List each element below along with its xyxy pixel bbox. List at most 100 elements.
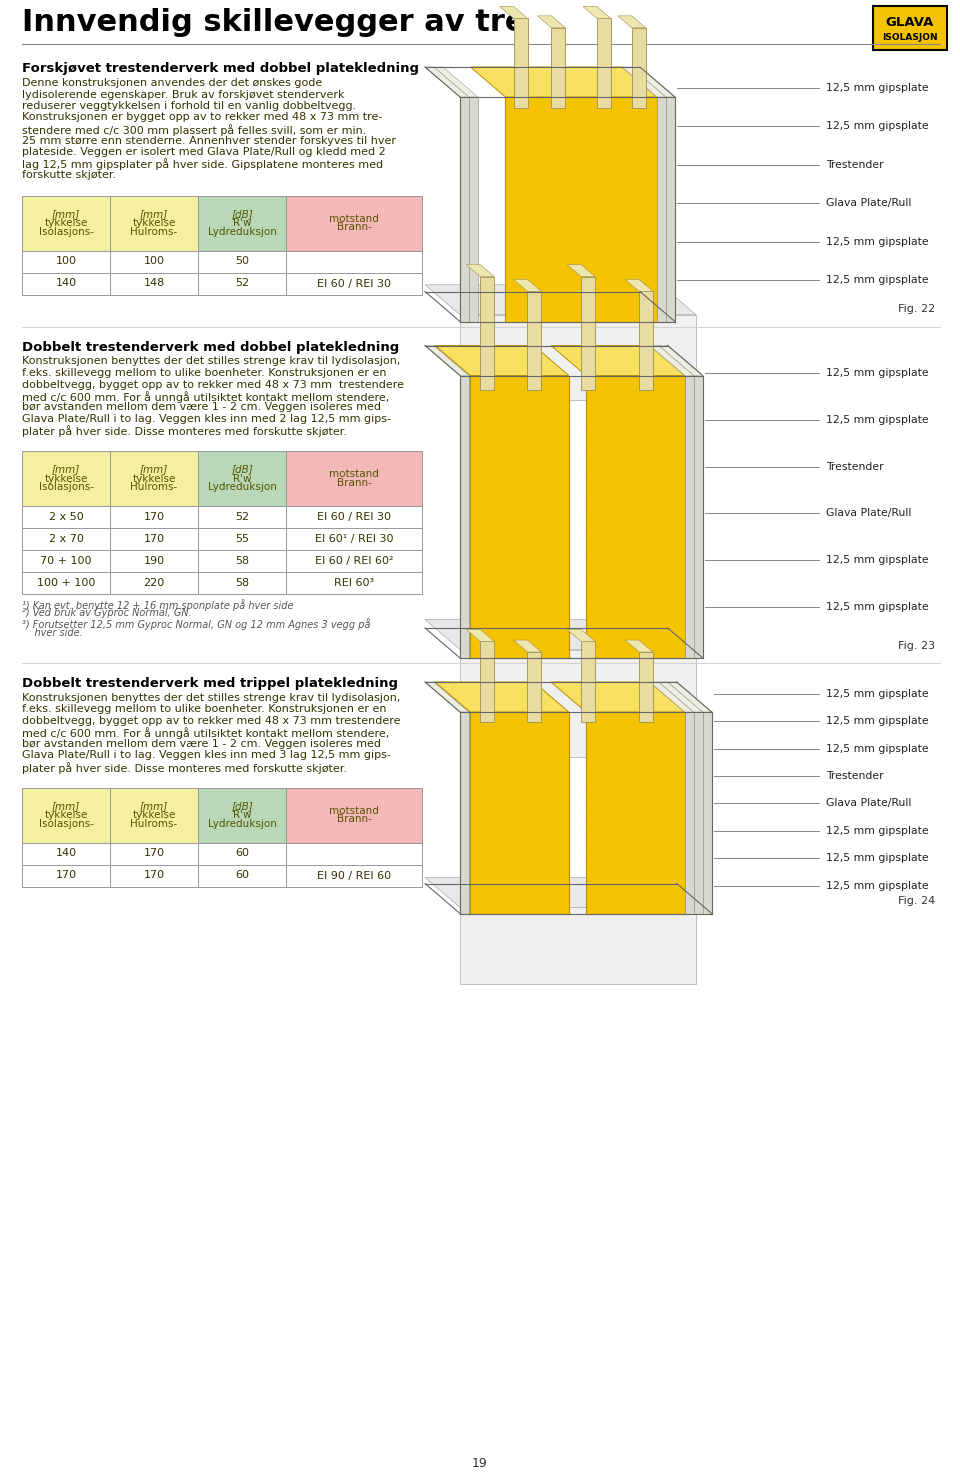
Text: Fig. 24: Fig. 24 — [898, 896, 935, 907]
Bar — [110, 865, 198, 886]
Bar — [460, 96, 469, 322]
Text: Brann-: Brann- — [337, 815, 372, 825]
Text: 12,5 mm gipsplate: 12,5 mm gipsplate — [826, 689, 928, 699]
Text: 60: 60 — [235, 871, 249, 880]
Bar — [694, 375, 703, 657]
Polygon shape — [650, 683, 694, 712]
Bar — [460, 650, 696, 757]
Polygon shape — [583, 6, 611, 18]
Polygon shape — [425, 285, 696, 315]
Polygon shape — [551, 346, 684, 375]
Text: bør avstanden mellom dem være 1 - 2 cm. Veggen isoleres med: bør avstanden mellom dem være 1 - 2 cm. … — [22, 739, 381, 749]
Bar — [22, 788, 110, 843]
Bar — [22, 528, 110, 551]
Bar — [527, 291, 541, 390]
Text: EI 60 / REI 30: EI 60 / REI 30 — [317, 279, 391, 288]
Bar — [286, 196, 422, 251]
Text: reduserer veggtykkelsen i forhold til en vanlig dobbeltvegg.: reduserer veggtykkelsen i forhold til en… — [22, 101, 356, 111]
Polygon shape — [434, 346, 478, 375]
Text: Konstruksjonen er bygget opp av to rekker med 48 x 73 mm tre-: Konstruksjonen er bygget opp av to rekke… — [22, 113, 382, 123]
Bar — [586, 712, 684, 914]
Text: motstand: motstand — [329, 214, 379, 224]
Bar — [22, 571, 110, 594]
Text: Konstruksjonen benyttes der det stilles strenge krav til lydisolasjon,: Konstruksjonen benyttes der det stilles … — [22, 693, 400, 703]
Polygon shape — [538, 16, 565, 28]
Text: 100: 100 — [143, 257, 164, 267]
Text: ²) Ved bruk av Gyproc Normal, GN.: ²) Ved bruk av Gyproc Normal, GN. — [22, 608, 192, 619]
Bar — [22, 273, 110, 294]
Polygon shape — [425, 683, 469, 712]
Text: 2 x 70: 2 x 70 — [49, 534, 84, 545]
Text: 100 + 100: 100 + 100 — [36, 577, 95, 588]
Polygon shape — [514, 640, 541, 651]
Text: lag 12,5 mm gipsplater på hver side. Gipsplatene monteres med: lag 12,5 mm gipsplater på hver side. Gip… — [22, 159, 383, 171]
Bar — [286, 865, 422, 886]
Text: EI 60 / REI 30: EI 60 / REI 30 — [317, 512, 391, 522]
Bar — [684, 712, 694, 914]
Text: R'w: R'w — [232, 218, 252, 229]
Text: Trestender: Trestender — [826, 160, 883, 169]
Text: Glava Plate/Rull: Glava Plate/Rull — [826, 798, 911, 809]
Text: [mm]: [mm] — [52, 209, 80, 220]
Bar — [198, 843, 286, 865]
Bar — [198, 788, 286, 843]
Text: 12,5 mm gipsplate: 12,5 mm gipsplate — [826, 827, 928, 835]
Text: Isolasjons-: Isolasjons- — [38, 227, 93, 237]
Text: 170: 170 — [143, 534, 164, 545]
Text: Forskjøvet trestenderverk med dobbel platekledning: Forskjøvet trestenderverk med dobbel pla… — [22, 62, 419, 76]
Text: [dB]: [dB] — [231, 209, 252, 220]
Bar — [198, 451, 286, 506]
Bar — [198, 528, 286, 551]
Text: 170: 170 — [143, 871, 164, 880]
Bar — [684, 375, 694, 657]
Text: [mm]: [mm] — [140, 209, 168, 220]
Text: 50: 50 — [235, 257, 249, 267]
Bar — [22, 196, 110, 251]
Bar — [460, 907, 696, 984]
Bar — [581, 641, 595, 723]
Text: Glava Plate/Rull: Glava Plate/Rull — [826, 199, 911, 208]
Bar — [286, 451, 422, 506]
Polygon shape — [567, 629, 595, 641]
Bar — [286, 551, 422, 571]
Bar — [198, 551, 286, 571]
Text: EI 60 / REI 60²: EI 60 / REI 60² — [315, 556, 394, 565]
Text: 58: 58 — [235, 577, 249, 588]
Bar — [110, 506, 198, 528]
Bar — [469, 375, 478, 657]
Text: Hulroms-: Hulroms- — [131, 819, 178, 830]
Polygon shape — [443, 683, 487, 712]
Bar — [480, 276, 494, 390]
Text: plateside. Veggen er isolert med Glava Plate/Rull og kledd med 2: plateside. Veggen er isolert med Glava P… — [22, 147, 386, 157]
Bar — [639, 651, 653, 723]
Text: Fig. 22: Fig. 22 — [898, 304, 935, 315]
Text: 12,5 mm gipsplate: 12,5 mm gipsplate — [826, 743, 928, 754]
Text: Glava Plate/Rull i to lag. Veggen kles inn med 3 lag 12,5 mm gips-: Glava Plate/Rull i to lag. Veggen kles i… — [22, 751, 391, 760]
Text: tykkelse: tykkelse — [44, 473, 87, 484]
Bar — [286, 843, 422, 865]
Text: 140: 140 — [56, 279, 77, 288]
Bar — [527, 651, 541, 723]
Text: [dB]: [dB] — [231, 801, 252, 810]
Polygon shape — [668, 683, 711, 712]
Text: plater på hver side. Disse monteres med forskutte skjøter.: plater på hver side. Disse monteres med … — [22, 426, 347, 438]
Text: R'w: R'w — [232, 473, 252, 484]
Bar — [286, 788, 422, 843]
Polygon shape — [618, 16, 646, 28]
Text: Denne konstruksjonen anvendes der det ønskes gode: Denne konstruksjonen anvendes der det øn… — [22, 79, 323, 88]
Polygon shape — [434, 683, 478, 712]
Text: Dobbelt trestenderverk med trippel platekledning: Dobbelt trestenderverk med trippel plate… — [22, 677, 398, 690]
Text: dobbeltvegg, bygget opp av to rekker med 48 x 73 mm trestendere: dobbeltvegg, bygget opp av to rekker med… — [22, 715, 400, 726]
Polygon shape — [650, 346, 694, 375]
Polygon shape — [622, 67, 666, 96]
Polygon shape — [425, 346, 469, 375]
Text: 12,5 mm gipsplate: 12,5 mm gipsplate — [826, 122, 928, 131]
Bar — [873, 6, 947, 50]
Bar — [22, 551, 110, 571]
Text: [mm]: [mm] — [140, 801, 168, 810]
Text: motstand: motstand — [329, 469, 379, 479]
Text: 12,5 mm gipsplate: 12,5 mm gipsplate — [826, 555, 928, 565]
Bar — [286, 528, 422, 551]
Text: 12,5 mm gipsplate: 12,5 mm gipsplate — [826, 880, 928, 890]
Bar — [639, 291, 653, 390]
